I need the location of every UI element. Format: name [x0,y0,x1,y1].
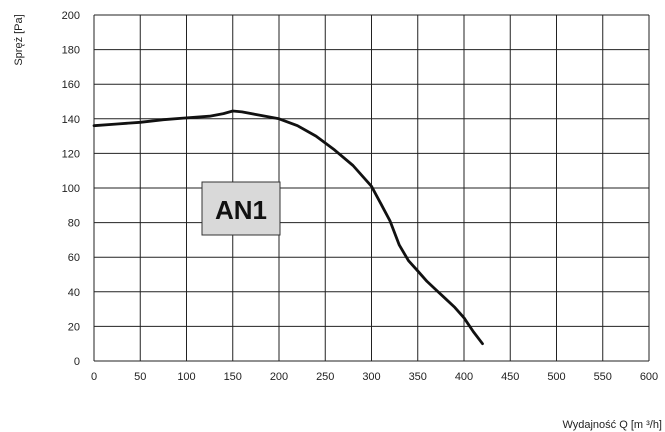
x-tick-label: 600 [640,371,658,383]
y-tick-label: 20 [68,321,80,333]
x-tick-label: 150 [224,371,242,383]
legend-label: AN1 [215,195,267,225]
x-tick-label: 200 [270,371,288,383]
y-tick-label: 60 [68,252,80,264]
y-tick-label: 140 [62,114,80,126]
legend-box [201,181,281,236]
x-axis-label: Wydajność Q [m ³/h] [562,419,662,431]
x-tick-label: 100 [177,371,195,383]
x-tick-label: 0 [91,371,97,383]
y-tick-label: 180 [62,45,80,57]
y-tick-label: 200 [62,10,80,22]
series-legend: AN1 [201,181,281,236]
x-tick-label: 350 [409,371,427,383]
y-tick-label: 100 [62,183,80,195]
y-tick-label: 40 [68,287,80,299]
series-line-an1 [92,109,484,346]
y-tick-label: 0 [74,356,80,368]
x-tick-label: 550 [594,371,612,383]
series-group [92,109,484,346]
grid [93,14,650,362]
x-tick-label: 450 [501,371,519,383]
y-tick-label: 160 [62,79,80,91]
x-tick-label: 50 [134,371,146,383]
x-tick-label: 250 [316,371,334,383]
x-tick-label: 500 [547,371,565,383]
y-axis-label: Spręż [Pa] [13,14,25,65]
tick-labels: 0 50 100 150 200 250 300 350 400 450 500 550 600 0 20 4… [62,10,659,383]
x-tick-label: 400 [455,371,473,383]
y-tick-label: 80 [68,218,80,230]
y-tick-label: 120 [62,148,80,160]
x-tick-label: 300 [362,371,380,383]
